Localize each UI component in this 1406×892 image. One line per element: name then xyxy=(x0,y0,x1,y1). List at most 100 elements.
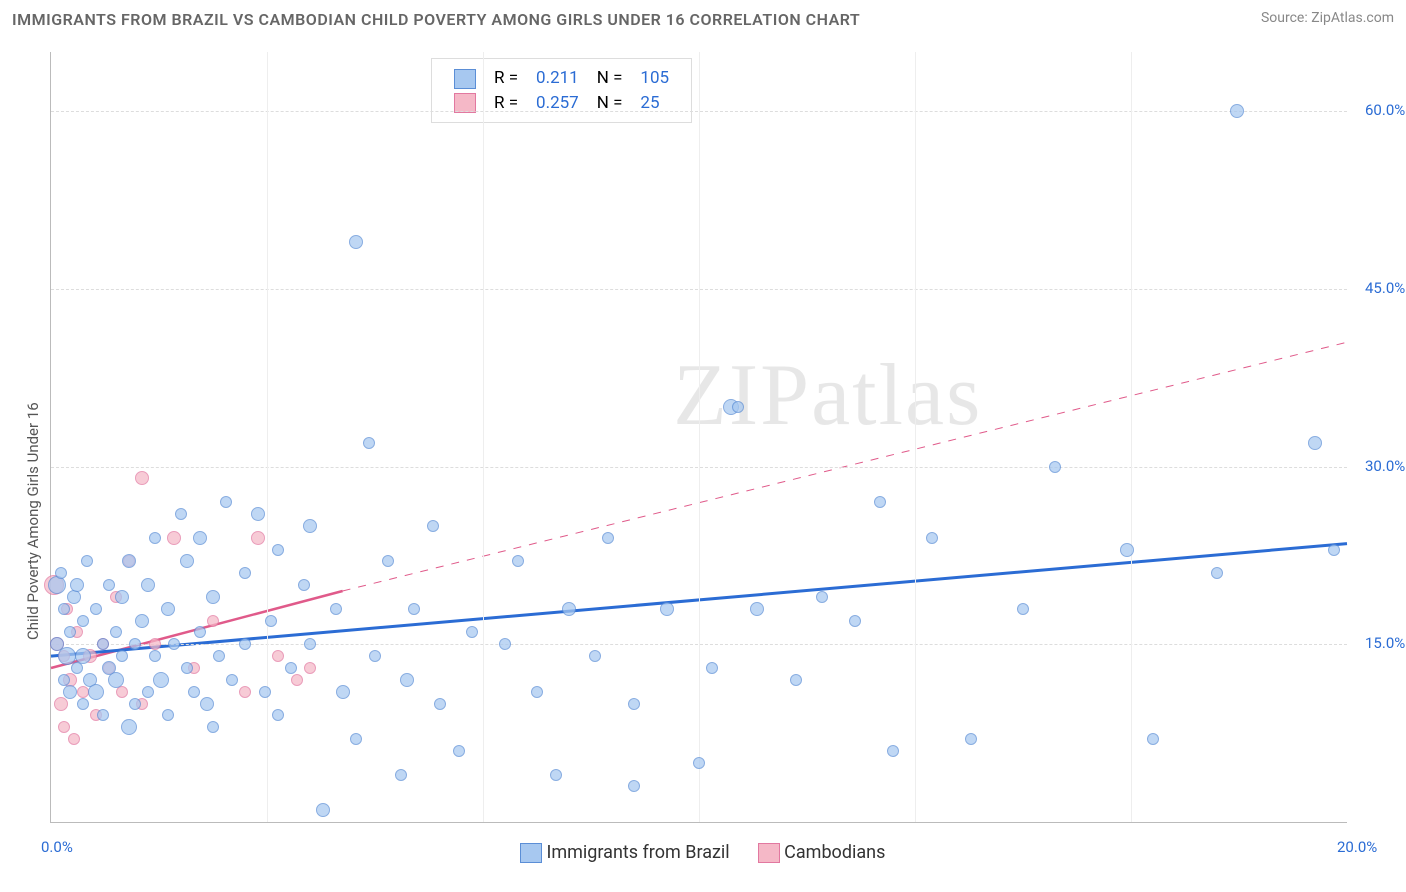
data-point xyxy=(395,769,407,781)
data-point xyxy=(77,698,89,710)
data-point xyxy=(167,531,181,545)
legend-series-item: Immigrants from Brazil xyxy=(520,842,730,863)
data-point xyxy=(400,673,414,687)
gridline-v xyxy=(915,52,916,822)
legend-series-item: Cambodians xyxy=(758,842,886,863)
data-point xyxy=(175,508,187,520)
data-point xyxy=(116,650,128,662)
watermark: ZIPatlas xyxy=(673,345,982,446)
data-point xyxy=(58,603,70,615)
data-point xyxy=(129,698,141,710)
data-point xyxy=(168,638,180,650)
data-point xyxy=(1230,104,1244,118)
data-point xyxy=(251,507,265,521)
gridline-v xyxy=(483,52,484,822)
data-point xyxy=(512,555,524,567)
data-point xyxy=(121,719,137,735)
data-point xyxy=(350,733,362,745)
data-point xyxy=(70,578,84,592)
data-point xyxy=(239,686,251,698)
data-point xyxy=(207,721,219,733)
data-point xyxy=(129,638,141,650)
data-point xyxy=(81,555,93,567)
data-point xyxy=(90,603,102,615)
data-point xyxy=(316,803,330,817)
data-point xyxy=(562,602,576,616)
data-point xyxy=(304,662,316,674)
x-tick-label: 20.0% xyxy=(1337,838,1377,856)
data-point xyxy=(251,531,265,545)
data-point xyxy=(965,733,977,745)
data-point xyxy=(64,626,76,638)
data-point xyxy=(336,685,350,699)
data-point xyxy=(135,471,149,485)
legend-series-label: Immigrants from Brazil xyxy=(546,842,729,863)
data-point xyxy=(153,672,169,688)
data-point xyxy=(427,520,439,532)
gridline-v xyxy=(699,52,700,822)
data-point xyxy=(122,554,136,568)
data-point xyxy=(434,698,446,710)
data-point xyxy=(1147,733,1159,745)
chart-title: IMMIGRANTS FROM BRAZIL VS CAMBODIAN CHIL… xyxy=(12,10,860,29)
data-point xyxy=(194,626,206,638)
data-point xyxy=(206,590,220,604)
legend-swatch xyxy=(520,843,542,863)
data-point xyxy=(135,614,149,628)
data-point xyxy=(97,638,109,650)
legend-swatch xyxy=(454,69,476,89)
data-point xyxy=(97,709,109,721)
data-point xyxy=(298,579,310,591)
data-point xyxy=(285,662,297,674)
data-point xyxy=(732,401,744,413)
data-point xyxy=(207,615,219,627)
data-point xyxy=(108,672,124,688)
legend-stats: R =0.211N =105R =0.257N =25 xyxy=(431,58,692,123)
data-point xyxy=(330,603,342,615)
data-point xyxy=(602,532,614,544)
data-point xyxy=(259,686,271,698)
data-point xyxy=(628,698,640,710)
legend-swatch xyxy=(758,843,780,863)
data-point xyxy=(239,567,251,579)
data-point xyxy=(887,745,899,757)
data-point xyxy=(226,674,238,686)
legend-n-label: N = xyxy=(589,67,631,90)
data-point xyxy=(88,684,104,700)
data-point xyxy=(693,757,705,769)
data-point xyxy=(181,662,193,674)
data-point xyxy=(63,685,77,699)
data-point xyxy=(75,648,91,664)
data-point xyxy=(1049,461,1061,473)
data-point xyxy=(1017,603,1029,615)
legend-r-label: R = xyxy=(486,67,526,90)
data-point xyxy=(303,519,317,533)
y-tick-label: 60.0% xyxy=(1365,101,1405,119)
legend-r-value: 0.211 xyxy=(528,67,587,90)
data-point xyxy=(589,650,601,662)
data-point xyxy=(1308,436,1322,450)
data-point xyxy=(272,709,284,721)
data-point xyxy=(193,531,207,545)
data-point xyxy=(816,591,828,603)
data-point xyxy=(1328,544,1340,556)
data-point xyxy=(1120,543,1134,557)
data-point xyxy=(103,579,115,591)
data-point xyxy=(382,555,394,567)
data-point xyxy=(149,650,161,662)
x-tick-label: 0.0% xyxy=(41,838,73,856)
data-point xyxy=(750,602,764,616)
data-point xyxy=(200,697,214,711)
data-point xyxy=(149,532,161,544)
data-point xyxy=(220,496,232,508)
data-point xyxy=(141,578,155,592)
data-point xyxy=(926,532,938,544)
data-point xyxy=(67,590,81,604)
data-point xyxy=(408,603,420,615)
data-point xyxy=(213,650,225,662)
data-point xyxy=(790,674,802,686)
y-tick-label: 45.0% xyxy=(1365,279,1405,297)
data-point xyxy=(1211,567,1223,579)
legend-n-value: 105 xyxy=(632,67,677,90)
data-point xyxy=(58,721,70,733)
